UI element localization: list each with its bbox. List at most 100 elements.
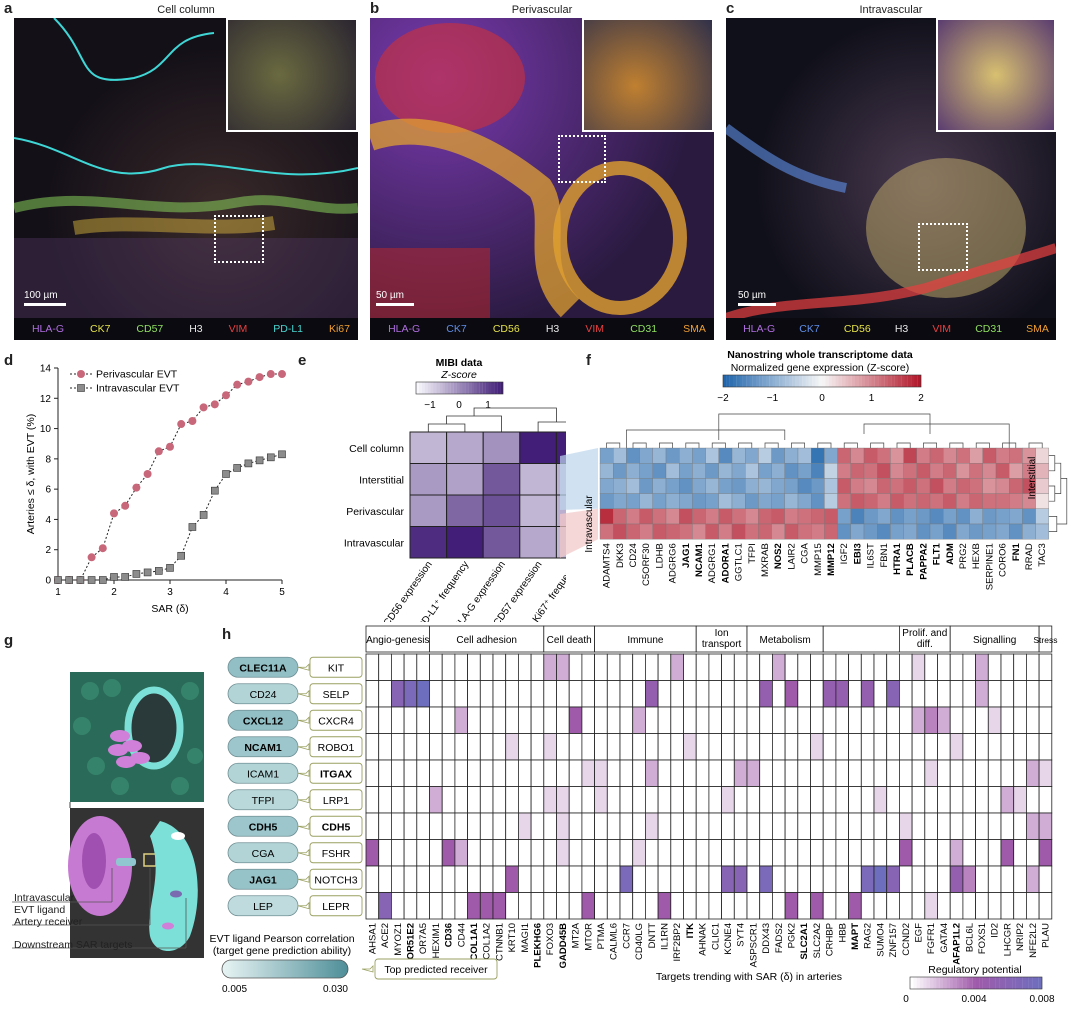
heatmap-cell — [1026, 812, 1040, 840]
heatmap-cell — [873, 865, 888, 893]
heatmap-cell — [899, 812, 913, 840]
heatmap-cell — [903, 478, 917, 494]
category-label: Signalling — [973, 635, 1016, 646]
heatmap-cell — [670, 812, 684, 840]
target-label: FADS2 — [774, 923, 785, 953]
colorbar-tick: −2 — [717, 393, 729, 404]
colorbar-segment — [989, 977, 993, 989]
heatmap-cell — [784, 523, 799, 540]
panel-g-label: g — [4, 632, 14, 649]
heatmap-cell — [772, 759, 786, 787]
colorbar-tick: 2 — [918, 393, 924, 404]
heatmap-cell — [962, 812, 977, 840]
heatmap-cell — [943, 463, 957, 479]
heatmap-cell — [949, 759, 964, 787]
heatmap-cell — [517, 733, 532, 761]
heatmap-cell — [758, 463, 772, 479]
heatmap-cell — [877, 463, 891, 479]
heatmap-cell — [619, 733, 634, 761]
colorbar-segment — [831, 375, 836, 387]
series-point — [210, 400, 219, 409]
series-point — [65, 576, 73, 584]
gene-label: FN1 — [1011, 542, 1022, 561]
heatmap-cell — [632, 812, 646, 840]
category-label: Cell death — [547, 635, 592, 646]
gene-label: SERPINE1 — [984, 543, 995, 590]
heatmap-cell — [822, 759, 837, 787]
heatmap-cell — [606, 786, 621, 814]
heatmap-cell — [670, 786, 684, 814]
heatmap-cell — [903, 508, 917, 525]
series-point — [199, 403, 208, 412]
series-point — [244, 377, 253, 386]
heatmap-cell — [903, 493, 917, 509]
heatmap-cell — [937, 653, 951, 681]
heatmap-cell — [987, 680, 1002, 708]
heatmap-cell — [683, 786, 697, 814]
receiver-label: LEPR — [322, 901, 350, 913]
heatmap-cell — [759, 812, 773, 840]
heatmap-cell — [626, 478, 640, 494]
heatmap-cell — [949, 865, 964, 893]
heatmap-cell — [632, 733, 646, 761]
channel-vim: VIM — [932, 323, 952, 335]
heatmap-cell — [403, 759, 418, 787]
heatmap-cell — [975, 892, 989, 920]
heatmap-cell — [835, 865, 850, 893]
heatmap-cell — [378, 759, 392, 787]
gene-label: FBN1 — [879, 543, 890, 567]
heatmap-cell — [784, 786, 799, 814]
heatmap-cell — [886, 759, 900, 787]
heatmap-cell — [850, 478, 865, 494]
heatmap-cell — [863, 508, 878, 525]
heatmap-cell — [982, 508, 997, 525]
heatmap-cell — [911, 653, 926, 681]
gene-label: TFPI — [747, 543, 758, 564]
heatmap-cell — [467, 812, 481, 840]
heatmap-cell — [454, 653, 468, 681]
heatmap-cell — [454, 706, 468, 734]
series-point — [199, 511, 208, 519]
target-label: EGF — [913, 923, 924, 943]
heatmap-cell — [556, 812, 570, 840]
heatmap-cell — [695, 892, 710, 920]
heatmap-cell — [797, 706, 811, 734]
channel-h3: H3 — [894, 323, 909, 335]
column-dendrogram — [427, 407, 566, 432]
heatmap-cell — [772, 786, 786, 814]
panel-b-texture — [370, 23, 687, 318]
heatmap-cell — [1000, 733, 1015, 761]
heatmap-cell — [632, 865, 646, 893]
colorbar-segment — [769, 375, 773, 387]
panel-a-title: Cell column — [157, 4, 215, 16]
colorbar-segment — [894, 375, 898, 387]
heatmap-cell — [746, 786, 761, 814]
gene-label: LDHB — [654, 543, 665, 568]
ligand-colorbar-tick: 0.005 — [222, 984, 247, 995]
colorbar-segment — [808, 375, 813, 387]
heatmap-cell — [784, 812, 799, 840]
annotation-line-1: Intravascular — [14, 892, 75, 904]
heatmap-cell — [467, 892, 481, 920]
heatmap-cell — [378, 786, 392, 814]
heatmap-cell — [797, 786, 811, 814]
receiver-box — [309, 683, 363, 705]
heatmap-cell — [594, 839, 608, 867]
x-tick-label: 1 — [55, 587, 61, 598]
heatmap-cell — [797, 463, 812, 479]
heatmap-cell — [899, 786, 913, 814]
heatmap-cell — [797, 680, 811, 708]
gene-label: GGTLC1 — [734, 543, 745, 581]
heatmap-cell — [581, 892, 595, 920]
heatmap-cell — [1038, 786, 1053, 814]
heatmap-cell — [746, 653, 761, 681]
colorbar-segment — [982, 977, 986, 989]
heatmap-cell — [683, 733, 697, 761]
heatmap-cell — [644, 653, 659, 681]
heatmap-cell — [492, 653, 507, 681]
heatmap-cell — [733, 812, 748, 840]
ligand-arrow — [297, 689, 310, 698]
heatmap-cell — [581, 733, 595, 761]
heatmap-cell — [365, 892, 380, 920]
